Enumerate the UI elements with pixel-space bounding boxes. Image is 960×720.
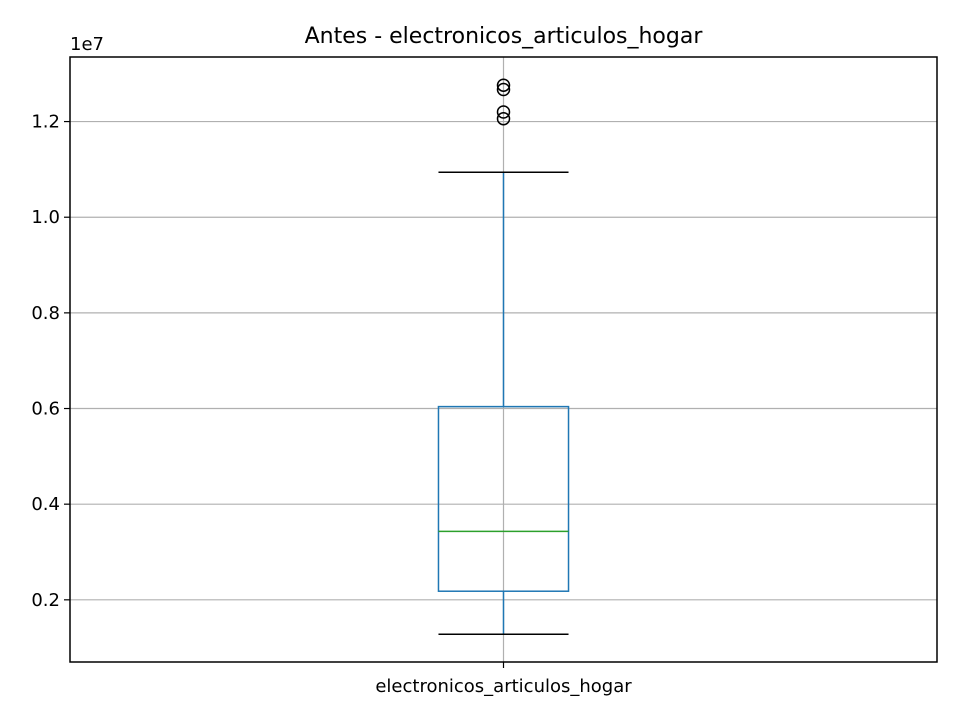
- outlier-point: [496, 78, 511, 92]
- box-group: [437, 78, 570, 636]
- y-tick-label: 0.6: [31, 399, 60, 420]
- y-tick-label: 0.4: [31, 494, 60, 515]
- y-offset-label: 1e7: [70, 34, 104, 55]
- axis-layer: 0.2 0.4 0.6 0.8 1.0 1.2 electronicos_articulos…: [31, 112, 632, 697]
- plot-frame: [69, 56, 938, 663]
- outlier-point: [496, 111, 511, 126]
- outlier-point: [496, 82, 511, 97]
- y-tick-label: 0.2: [31, 590, 60, 611]
- x-category-label: electronicos_articulos_hogar: [375, 676, 632, 697]
- y-tick-label: 1.0: [31, 207, 60, 228]
- iqr-box: [437, 405, 570, 592]
- y-tick-label: 0.8: [31, 303, 60, 324]
- chart-title: Antes - electronicos_articulos_hogar: [305, 24, 704, 49]
- box-layer: [437, 78, 570, 636]
- y-tick-label: 1.2: [31, 112, 60, 133]
- outlier-point: [496, 105, 511, 119]
